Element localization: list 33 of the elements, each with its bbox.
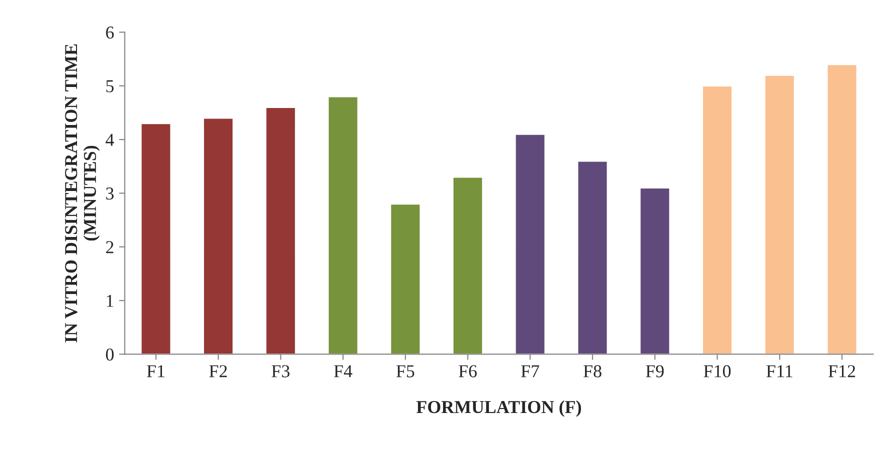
x-axis-title: FORMULATION (F) bbox=[416, 400, 581, 417]
y-tick-label: 3 bbox=[106, 188, 114, 200]
x-tick-label: F9 bbox=[646, 365, 664, 378]
y-tick-label: 1 bbox=[106, 294, 114, 307]
bar bbox=[202, 117, 234, 354]
x-tick-label: F8 bbox=[584, 365, 602, 378]
x-tick-label: F11 bbox=[766, 365, 792, 378]
bar bbox=[452, 176, 484, 354]
bar bbox=[639, 187, 671, 354]
y-tick-label: 6 bbox=[106, 26, 114, 39]
bar bbox=[576, 160, 608, 354]
x-tick-label: F4 bbox=[334, 365, 352, 378]
bar bbox=[327, 96, 359, 354]
y-tick-label: 2 bbox=[106, 241, 114, 254]
bar bbox=[702, 85, 733, 354]
bar bbox=[265, 106, 296, 354]
y-tick-label: 5 bbox=[106, 80, 114, 92]
x-tick-label: F7 bbox=[521, 365, 540, 378]
y-tick-label: 0 bbox=[106, 348, 114, 361]
x-tick-label: F2 bbox=[209, 365, 227, 378]
x-tick-label: F5 bbox=[396, 365, 414, 378]
y-axis-title: IN VITRO DISINTEGRATION TIME (MINUTES) bbox=[65, 44, 100, 342]
bar bbox=[140, 122, 172, 354]
bar bbox=[764, 74, 796, 354]
x-tick-label: F10 bbox=[704, 365, 731, 378]
y-tick-label: 4 bbox=[106, 134, 114, 146]
x-tick-label: F3 bbox=[272, 365, 290, 378]
bar bbox=[390, 203, 422, 354]
bar bbox=[514, 133, 546, 354]
x-tick-label: F6 bbox=[458, 365, 477, 378]
x-tick-label: F12 bbox=[828, 365, 856, 378]
x-tick-label: F1 bbox=[146, 365, 164, 378]
bar bbox=[826, 64, 858, 354]
